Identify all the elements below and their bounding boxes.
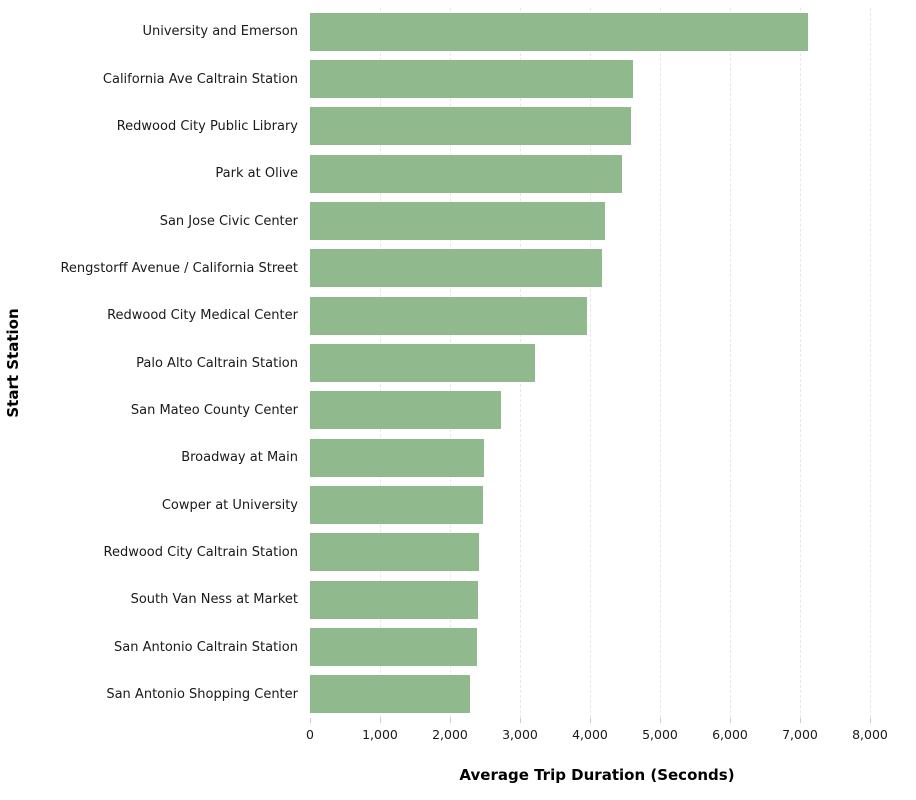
bar [310,154,622,193]
category-label: South Van Ness at Market [130,592,298,608]
bar [310,486,484,524]
bar [310,533,480,572]
x-tick-label: 0 [306,727,314,742]
category-label: California Ave Caltrain Station [102,71,298,87]
gridline [660,8,661,718]
category-label: Cowper at University [161,497,298,513]
x-tick-label: 2,000 [432,727,468,742]
bar [310,344,536,382]
x-tick-label: 5,000 [642,727,678,742]
bar [310,580,479,619]
category-label: Park at Olive [215,166,298,182]
category-label: San Antonio Shopping Center [106,686,298,702]
gridline [730,8,731,718]
bar [310,296,588,335]
category-label: Redwood City Caltrain Station [103,544,299,560]
category-label: Rengstorff Avenue / California Street [60,260,298,276]
bar [310,391,501,430]
x-tick-mark [590,718,591,723]
x-tick-label: 7,000 [782,727,818,742]
x-tick-label: 4,000 [572,727,608,742]
x-axis-title: Average Trip Duration (Seconds) [459,766,735,784]
bar [310,675,471,714]
gridline [800,8,801,718]
x-tick-mark [730,718,731,723]
bar [310,107,632,146]
x-tick-label: 6,000 [712,727,748,742]
x-tick-mark [660,718,661,723]
category-label: Palo Alto Caltrain Station [136,355,298,371]
category-label: San Jose Civic Center [159,213,298,229]
category-label: Redwood City Medical Center [107,308,298,324]
x-tick-mark [310,718,311,723]
gridline [870,8,871,718]
x-tick-label: 8,000 [852,727,888,742]
bar [310,628,477,666]
plot-area [310,8,884,718]
x-tick-mark [380,718,381,723]
bar [310,249,603,288]
category-label: University and Emerson [142,24,299,40]
x-tick-mark [450,718,451,723]
bar [310,202,606,240]
x-tick-label: 3,000 [502,727,538,742]
bar [310,12,808,51]
x-tick-label: 1,000 [362,727,398,742]
category-label: Redwood City Public Library [116,118,298,134]
x-tick-mark [800,718,801,723]
bar [310,438,484,477]
category-label: San Mateo County Center [130,402,298,418]
gridline [590,8,591,718]
x-tick-mark [520,718,521,723]
x-tick-mark [870,718,871,723]
category-label: Broadway at Main [181,450,298,466]
bar [310,60,634,98]
category-label: San Antonio Caltrain Station [114,639,298,655]
